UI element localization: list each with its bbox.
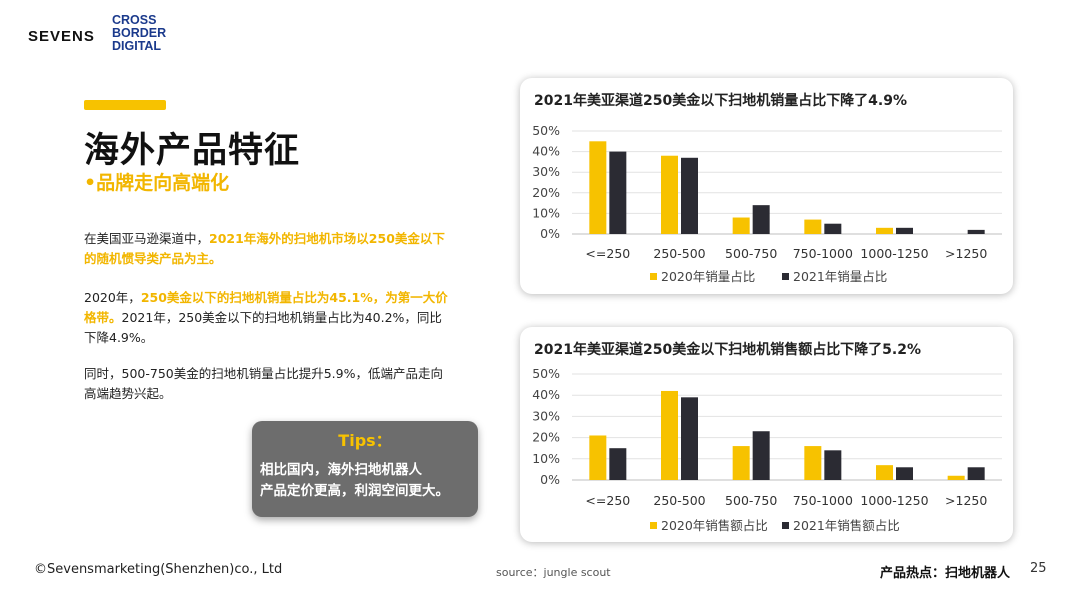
footer-copyright: ©Sevensmarketing(Shenzhen)co., Ltd (34, 562, 283, 577)
y-tick-label: 40% (532, 387, 560, 402)
legend-label: 2020年销售额占比 (661, 518, 768, 533)
bar-2020-5 (947, 475, 965, 480)
paragraph-1-text: 在美国亚马逊渠道中， (84, 231, 210, 246)
paragraph-1-highlight: 2021年海外的扫地机市场以250美金以下的随机惯导类产品为主。 (84, 231, 445, 266)
bar-2020-0 (589, 435, 607, 480)
logo-sub-line-1: CROSS (112, 13, 157, 27)
bar-2021-0 (609, 448, 627, 480)
x-category-label: >1250 (945, 246, 987, 261)
y-tick-label: 20% (532, 430, 560, 445)
bar-2020-2 (732, 217, 750, 234)
page-subtitle: •品牌走向高端化 (84, 172, 230, 194)
tips-title: Tips： (338, 431, 392, 450)
y-tick-label: 30% (532, 164, 560, 179)
legend-swatch (782, 273, 789, 280)
x-category-label: <=250 (585, 246, 630, 261)
title-accent-bar (84, 100, 166, 110)
page-title: 海外产品特征 (84, 131, 301, 171)
chart-title-sales-revenue: 2021年美亚渠道250美金以下扫地机销售额占比下降了5.2% (534, 342, 922, 358)
y-tick-label: 50% (532, 366, 560, 381)
chart-title-sales-volume: 2021年美亚渠道250美金以下扫地机销量占比下降了4.9% (534, 93, 908, 109)
y-tick-label: 10% (532, 205, 560, 220)
x-category-label: >1250 (945, 493, 987, 508)
bar-2020-2 (732, 446, 750, 480)
legend-label: 2020年销量占比 (661, 269, 755, 284)
bar-2021-2 (752, 431, 770, 480)
bar-2021-0 (609, 151, 627, 234)
y-tick-label: 0% (540, 226, 560, 241)
paragraph-2: 2020年，250美金以下的扫地机销量占比为45.1%，为第一大价格带。2021… (84, 288, 454, 348)
legend-swatch (782, 522, 789, 529)
bar-2020-1 (661, 155, 678, 234)
legend-label: 2021年销量占比 (793, 269, 887, 284)
x-category-label: 1000-1250 (860, 493, 928, 508)
bar-2021-3 (824, 223, 842, 234)
chart-sales-volume: 0% 10% 20% 30% 40% 50% <=250 250-500 500-750 750-… (532, 123, 1002, 284)
y-tick-label: 30% (532, 408, 560, 423)
paragraph-1: 在美国亚马逊渠道中，2021年海外的扫地机市场以250美金以下的随机惯导类产品为… (84, 229, 454, 269)
y-tick-label: 0% (540, 472, 560, 487)
bar-2020-3 (804, 219, 822, 234)
legend-swatch (650, 522, 657, 529)
bar-2021-4 (896, 227, 913, 234)
y-tick-label: 50% (532, 123, 560, 138)
legend-swatch (650, 273, 657, 280)
y-tick-label: 20% (532, 185, 560, 200)
chart-card-sales-revenue: 2021年美亚渠道250美金以下扫地机销售额占比下降了5.2% 0% 10% 20%… (520, 327, 1013, 542)
x-category-label: 1000-1250 (860, 246, 928, 261)
bar-2020-4 (876, 465, 893, 480)
x-category-label: 750-1000 (793, 246, 853, 261)
logo-sub-line-2: BORDER (112, 26, 167, 40)
bar-2020-4 (876, 227, 893, 234)
bar-2021-2 (752, 205, 770, 234)
x-category-label: 750-1000 (793, 493, 853, 508)
x-category-label: 500-750 (725, 493, 777, 508)
bar-2020-0 (589, 141, 607, 234)
bar-2021-5 (967, 229, 985, 234)
paragraph-2-text-a: 2020年， (84, 290, 141, 305)
paragraph-3: 同时，500-750美金的扫地机销量占比提升5.9%，低端产品走向高端趋势兴起。 (84, 364, 454, 404)
tips-line-2: 产品定价更高，利润空间更大。 (260, 483, 449, 499)
chart-sales-revenue: 0% 10% 20% 30% 40% 50% <=250 250-500 500-750 750-… (532, 366, 1002, 533)
bar-2021-1 (681, 397, 698, 480)
bar-2021-5 (967, 467, 985, 480)
paragraph-3-text: 同时，500-750美金的扫地机销量占比提升5.9%，低端产品走向高端趋势兴起。 (84, 366, 443, 401)
tips-box: Tips： 相比国内，海外扫地机器人 产品定价更高，利润空间更大。 (252, 421, 478, 517)
chart-card-sales-volume: 2021年美亚渠道250美金以下扫地机销量占比下降了4.9% 0% 10% 20% 3… (520, 78, 1013, 294)
y-tick-label: 10% (532, 451, 560, 466)
tips-line-1: 相比国内，海外扫地机器人 (260, 462, 422, 478)
bar-2021-1 (681, 157, 698, 234)
bar-2020-3 (804, 446, 822, 480)
footer-source: source：jungle scout (496, 566, 611, 579)
footer-topic: 产品热点：扫地机器人 (880, 566, 1011, 581)
y-tick-label: 40% (532, 144, 560, 159)
paragraph-2-text-b: 2021年，250美金以下的扫地机销量占比为40.2%，同比下降4.9%。 (84, 310, 442, 345)
paragraph-2-highlight: 250美金以下的扫地机销量占比为45.1%，为第一大价格带。 (84, 290, 448, 325)
bar-2020-1 (661, 390, 678, 480)
legend-label: 2021年销售额占比 (793, 518, 900, 533)
page-number: 25 (1030, 561, 1047, 576)
x-category-label: 250-500 (653, 246, 705, 261)
logo-sub-text: CROSS BORDER DIGITAL (112, 14, 166, 53)
bar-2021-4 (896, 467, 913, 480)
logo-main-text: SEVENS (28, 28, 95, 45)
x-category-label: 500-750 (725, 246, 777, 261)
bar-2021-3 (824, 450, 842, 480)
logo-sub-line-3: DIGITAL (112, 39, 162, 53)
x-category-label: 250-500 (653, 493, 705, 508)
tips-body: 相比国内，海外扫地机器人 产品定价更高，利润空间更大。 (260, 460, 474, 502)
x-category-label: <=250 (585, 493, 630, 508)
